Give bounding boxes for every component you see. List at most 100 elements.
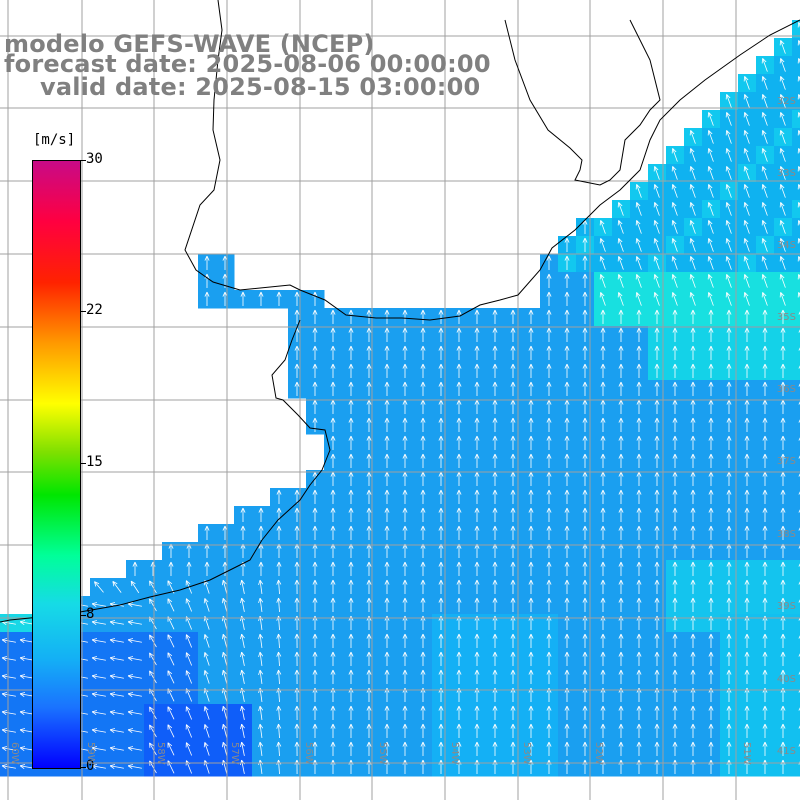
wind-arrow [312,705,318,720]
wind-arrow [348,633,354,648]
forecast-date: forecast date: 2025-08-06 00:00:00 [4,50,491,78]
wind-arrow [600,579,606,594]
wind-arrow [185,706,193,720]
wind-arrow [654,705,660,720]
wind-arrow [761,76,768,90]
wind-arrow [420,597,426,612]
colorbar-tick [80,311,86,312]
wind-arrow [1,674,16,679]
wind-arrow [330,435,336,450]
wind-arrow [744,705,750,720]
wind-arrow [420,705,426,720]
wind-arrow [384,525,390,540]
wind-arrow [653,238,660,252]
wind-arrow [546,273,552,288]
wind-arrow [330,525,336,540]
wind-arrow [780,435,786,450]
wind-arrow [546,363,552,378]
wind-arrow [599,292,606,306]
wind-arrow [600,381,606,396]
wind-arrow [330,705,336,720]
wind-arrow [294,597,300,613]
wind-arrow [348,705,354,720]
wind-arrow [582,255,588,270]
wind-arrow [438,399,444,414]
wind-arrow [366,345,372,360]
wind-arrow [348,471,354,486]
wind-arrow [690,363,696,378]
wind-arrow [348,741,354,756]
wind-arrow [708,309,714,324]
wind-arrow [726,561,732,576]
wind-arrow [438,507,444,522]
wind-arrow [761,220,768,234]
wind-arrow [19,728,34,733]
wind-arrow [546,255,552,270]
wind-arrow [294,759,300,775]
wind-arrow [402,417,408,432]
wind-arrow [582,525,588,540]
wind-arrow [600,435,606,450]
wind-arrow [528,561,534,576]
wind-arrow [312,579,318,594]
wind-arrow [671,274,678,288]
wind-arrow [618,723,624,738]
wind-arrow [510,741,516,756]
wind-arrow [707,112,714,126]
wind-arrow [761,166,768,180]
wind-arrow [780,561,786,576]
wind-arrow [510,633,516,648]
wind-arrow [653,256,660,270]
wind-arrow [402,309,408,324]
wind-arrow [127,764,142,769]
wind-arrow [654,399,660,414]
speed-cell [792,182,800,201]
wind-arrow [726,399,732,414]
wind-arrow [743,220,750,234]
wind-arrow [780,399,786,414]
wind-arrow [456,453,462,468]
wind-arrow [149,706,157,720]
wind-arrow [438,417,444,432]
wind-arrow [582,723,588,738]
wind-arrow [348,759,354,774]
wind-arrow [743,256,750,270]
wind-arrow [348,651,354,666]
wind-arrow [438,345,444,360]
wind-arrow [19,620,34,625]
wind-arrow [203,580,210,594]
wind-arrow [617,202,624,216]
wind-arrow [780,741,786,756]
wind-arrow [618,651,624,666]
wind-arrow [366,507,372,522]
wind-arrow [654,651,660,666]
wind-arrow [438,633,444,648]
wind-arrow [330,741,336,756]
wind-arrow [109,764,124,769]
wind-arrow [654,525,660,540]
wind-arrow [420,453,426,468]
speed-cell [792,398,800,417]
lat-label: 37S [776,456,796,467]
speed-cell [792,488,800,507]
wind-arrow [672,453,678,468]
wind-arrow [312,561,318,576]
wind-arrow [708,597,714,612]
wind-arrow [779,94,786,108]
speed-cell [792,164,800,183]
wind-arrow [762,669,768,684]
wind-arrow [779,148,786,162]
wind-arrow [528,417,534,432]
wind-arrow [348,489,354,504]
wind-arrow [204,525,210,540]
wind-arrow [762,363,768,378]
wind-arrow [312,633,318,648]
wind-arrow [600,309,606,324]
wind-arrow [582,381,588,396]
wind-arrow [420,345,426,360]
wind-arrow [654,381,660,396]
wind-arrow [312,651,318,666]
wind-arrow [780,363,786,378]
wind-arrow [127,620,142,625]
wind-arrow [240,669,245,684]
